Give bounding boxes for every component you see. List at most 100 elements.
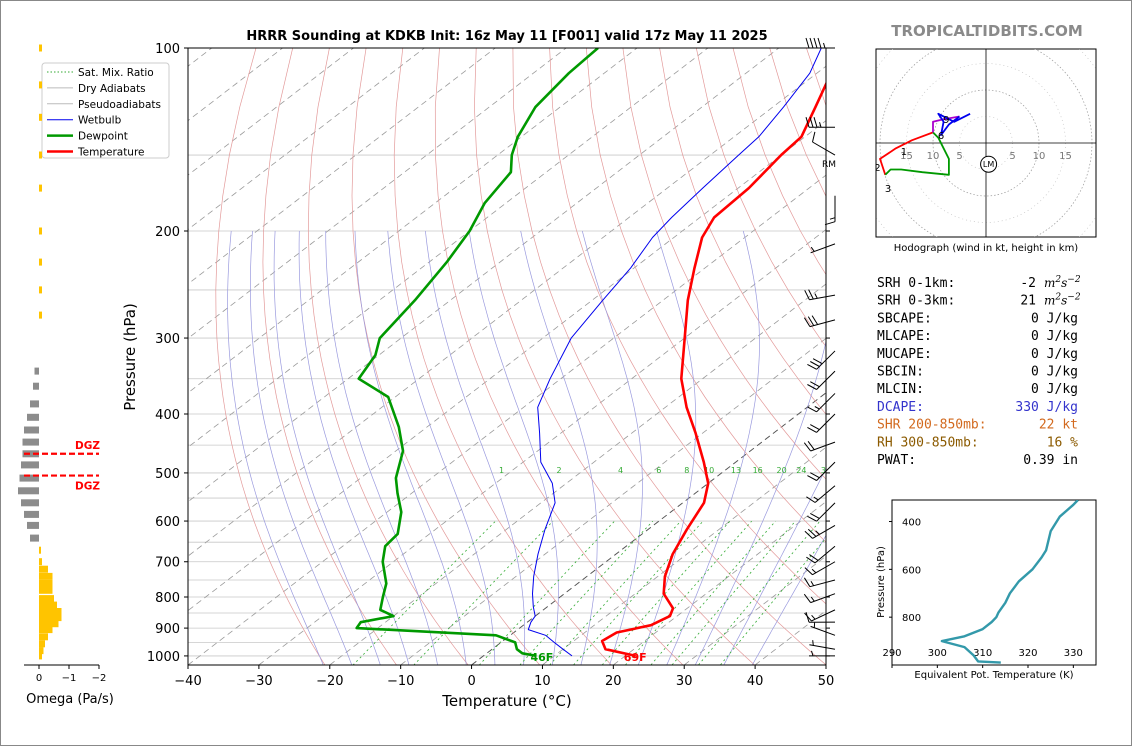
wind-barb <box>807 370 836 390</box>
dry-adiabat-line <box>549 48 826 605</box>
theta-e-ylabel: Pressure (hPa) <box>876 546 887 618</box>
barb-flag <box>813 117 818 128</box>
omega-bar <box>39 652 42 660</box>
x-tick-label: −40 <box>174 674 201 689</box>
omega-bar <box>39 151 42 159</box>
x-tick-label: 40 <box>747 674 764 689</box>
mixing-ratio-label: 4 <box>618 466 623 475</box>
moist-adiabat-line <box>723 467 826 665</box>
omega-xlabel: Omega (Pa/s) <box>26 692 114 707</box>
hodo-height-label: 2 <box>874 163 880 174</box>
y-tick-label: 600 <box>155 515 180 530</box>
legend-box <box>41 62 170 159</box>
index-value: 16 % <box>1047 435 1078 450</box>
wind-barb <box>824 195 836 226</box>
omega-bar <box>39 81 42 89</box>
barb-flag <box>804 290 810 300</box>
omega-bar <box>39 44 42 52</box>
hodograph-caption: Hodograph (wind in kt, height in km) <box>894 243 1079 254</box>
omega-bar <box>39 640 45 648</box>
index-label: SHR 200-850mb: <box>877 418 987 433</box>
barb-flag <box>807 426 817 433</box>
barb-shaft <box>814 485 836 503</box>
hodo-ring-label: 15 <box>900 151 913 162</box>
mixing-ratio-label: 10 <box>704 466 714 475</box>
theta-e-panel: 290 300 310 320 330 400 600 800 <box>882 500 1083 668</box>
omega-bar <box>39 558 42 566</box>
mixing-ratio-label: 24 <box>796 466 806 475</box>
barb-shaft <box>810 243 836 254</box>
omega-bar <box>18 487 39 495</box>
skewt-ylabel: Pressure (hPa) <box>121 303 139 411</box>
moist-adiabat-line <box>227 230 324 665</box>
barb-shaft <box>816 413 836 433</box>
hodo-height-label: 1 <box>901 147 907 158</box>
index-value: 330 J/kg <box>1015 400 1078 415</box>
x-tick-label: 20 <box>605 674 622 689</box>
barb-flag <box>808 289 814 300</box>
barb-flag <box>812 358 823 365</box>
isotherm-line <box>188 48 780 503</box>
theta-x-tick-label: 320 <box>1018 648 1037 659</box>
dry-adiabat-line <box>215 48 326 665</box>
theta-y-tick-label: 400 <box>902 518 921 529</box>
barb-flag <box>813 37 818 49</box>
omega-panel: 0 −1 −2 DGZ DGZ <box>18 44 106 684</box>
barb-flag <box>809 37 814 49</box>
wind-barb <box>807 502 836 522</box>
omega-bar <box>33 382 39 390</box>
barb-flag <box>807 384 817 390</box>
barb-flag <box>803 442 811 452</box>
moist-adiabat-line <box>298 230 410 665</box>
x-tick-label: −10 <box>387 674 414 689</box>
hodo-ring-label: 10 <box>1033 151 1046 162</box>
skewt-legend: Sat. Mix. Ratio Dry Adiabats Pseudoadiabat… <box>41 62 170 159</box>
wind-barb <box>804 524 836 539</box>
omega-bar <box>24 426 39 434</box>
barb-shaft <box>809 579 836 588</box>
index-label: DCAPE: <box>877 400 924 415</box>
theta-e-line <box>940 500 1079 664</box>
barb-flag <box>803 317 811 327</box>
wind-barb <box>810 243 836 254</box>
barb-flag <box>803 577 811 587</box>
barb-shaft <box>814 545 836 564</box>
index-label: SRH 0-1km: <box>877 276 955 291</box>
index-value: 0 J/kg <box>1031 365 1078 380</box>
hodo-height-label: 3 <box>885 184 891 195</box>
barb-flag <box>807 406 817 413</box>
barb-shaft <box>811 609 836 622</box>
omega-bar <box>39 620 59 628</box>
moist-adiabat-line <box>637 230 697 665</box>
hodo-segment <box>932 115 960 133</box>
theta-y-tick-label: 600 <box>902 565 921 576</box>
barb-half-flag <box>823 42 826 49</box>
barb-half-flag <box>819 122 822 128</box>
omega-bar <box>22 450 39 458</box>
mixing-ratio-label: 13 <box>731 466 741 475</box>
barb-flag <box>807 363 817 370</box>
mixing-ratio-line <box>671 520 796 665</box>
index-label: MLCIN: <box>877 382 924 397</box>
wind-barb <box>805 117 836 128</box>
barb-flag <box>810 512 820 519</box>
barb-half-flag <box>814 293 818 299</box>
storm-motion-marker <box>980 155 998 173</box>
theta-x-tick-label: 310 <box>973 648 992 659</box>
barb-shaft <box>810 593 836 604</box>
omega-bar <box>27 413 39 421</box>
omega-bar <box>30 400 39 408</box>
isotherm-line <box>188 48 709 448</box>
index-label: MLCAPE: <box>877 329 932 344</box>
wind-barb <box>807 461 836 481</box>
barb-half-flag <box>811 568 817 574</box>
hodo-ring-label: 10 <box>927 151 940 162</box>
wind-barb <box>803 577 836 588</box>
omega-bar <box>39 227 42 235</box>
barb-flag <box>804 567 813 576</box>
barb-shaft <box>816 502 836 522</box>
y-tick-label: 100 <box>155 42 180 57</box>
barb-flag <box>807 316 815 326</box>
chart-title: HRRR Sounding at KDKB Init: 16z May 11 [… <box>246 29 767 44</box>
